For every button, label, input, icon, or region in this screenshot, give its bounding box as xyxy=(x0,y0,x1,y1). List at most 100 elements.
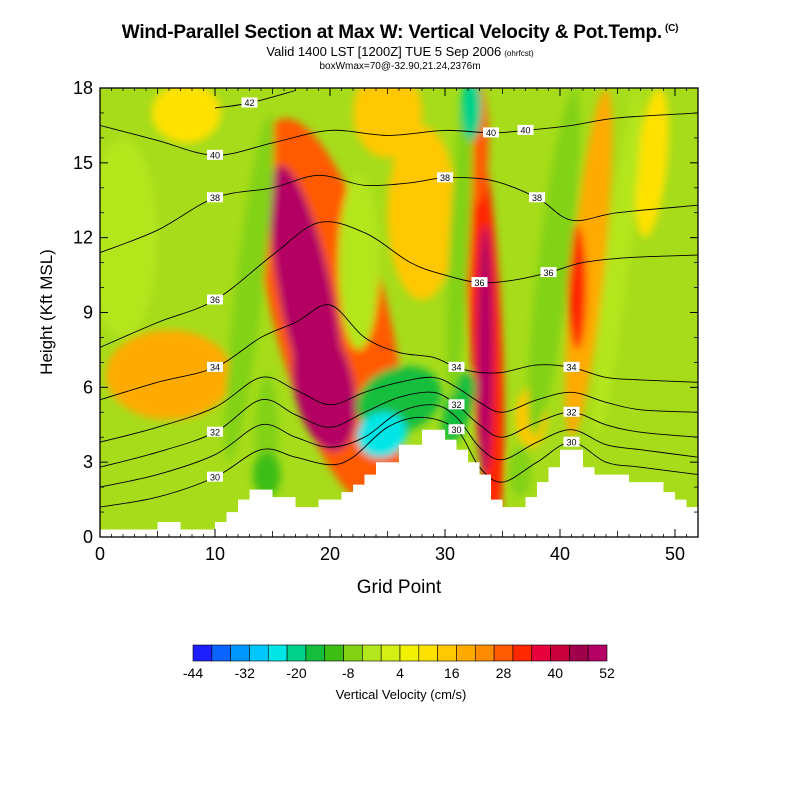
contour-label: 36 xyxy=(471,277,488,288)
velocity-field xyxy=(100,88,669,525)
colorbar-swatch xyxy=(305,644,326,662)
velocity-cell xyxy=(446,88,474,400)
chart-subtitle-valid: Valid 1400 LST [1200Z] TUE 5 Sep 2006 (oh… xyxy=(266,44,534,59)
theta-contour xyxy=(100,376,698,443)
contour-label-text: 42 xyxy=(244,98,254,108)
x-tick-label: 40 xyxy=(550,544,570,564)
colorbar-swatch xyxy=(286,644,307,662)
contour-label-bg xyxy=(448,399,465,410)
colorbar-swatch xyxy=(343,644,363,662)
theta-contour xyxy=(100,416,698,508)
contour-label-bg xyxy=(563,361,580,372)
contour-label: 34 xyxy=(448,361,465,373)
contour-label-text: 36 xyxy=(474,278,484,288)
velocity-cell xyxy=(224,114,275,461)
velocity-cell xyxy=(353,88,422,158)
colorbar-swatch xyxy=(493,644,514,662)
contour-label: 34 xyxy=(563,361,580,373)
theta-contours: 30 30 30 32 32 32 34 34 34 36 36 36 38 38 38 40 40 40 42 xyxy=(100,90,698,508)
contour-label: 36 xyxy=(540,267,557,278)
velocity-cell xyxy=(151,88,221,143)
velocity-cell xyxy=(528,89,581,436)
chart-title: Wind-Parallel Section at Max W: Vertical… xyxy=(121,22,679,43)
contour-label-text: 34 xyxy=(566,363,576,373)
velocity-cell xyxy=(105,329,233,420)
y-tick-label: 18 xyxy=(73,78,93,98)
contour-label-text: 32 xyxy=(210,427,220,437)
contour-label-text: 38 xyxy=(210,193,220,203)
contour-label-text: 34 xyxy=(451,363,461,373)
contour-label: 32 xyxy=(563,406,580,417)
contour-label-bg xyxy=(517,124,534,135)
velocity-cell xyxy=(338,175,380,350)
x-tick-label: 20 xyxy=(320,544,340,564)
y-tick-label: 9 xyxy=(83,303,93,323)
contour-label-bg xyxy=(471,277,488,288)
contour-label-text: 30 xyxy=(566,437,576,447)
velocity-cell xyxy=(100,137,158,338)
contour-label: 38 xyxy=(207,192,223,203)
y-tick-label: 15 xyxy=(73,153,93,173)
colorbar-label: Vertical Velocity (cm/s) xyxy=(336,687,467,702)
colorbar-swatch xyxy=(267,644,288,662)
y-tick-label: 3 xyxy=(83,452,93,472)
copyright-mark: (C) xyxy=(664,22,679,34)
contour-label-text: 34 xyxy=(210,363,220,373)
contour-label-text: 30 xyxy=(210,472,220,482)
contour-label-bg xyxy=(207,149,223,160)
contour-label: 38 xyxy=(437,172,453,183)
colorbar-tick-label: -44 xyxy=(183,665,203,681)
colorbar-swatch xyxy=(399,644,420,662)
x-axis-label: Grid Point xyxy=(357,577,442,598)
contour-label-text: 36 xyxy=(543,268,553,278)
velocity-cell xyxy=(477,225,494,475)
y-tick-label: 6 xyxy=(83,377,93,397)
velocity-cell xyxy=(461,88,482,141)
theta-contour xyxy=(100,304,698,401)
contour-label: 32 xyxy=(207,426,223,437)
plot-area: 30 30 30 32 32 32 34 34 34 36 36 36 38 38 38 40 40 40 42 xyxy=(100,88,698,537)
contour-label: 30 xyxy=(207,471,223,482)
contour-label-text: 32 xyxy=(451,400,461,410)
contour-label-bg xyxy=(448,424,465,435)
velocity-cell xyxy=(252,452,281,498)
colorbar-swatch xyxy=(192,644,213,662)
contour-label-bg xyxy=(448,361,465,372)
contour-label-bg xyxy=(529,192,545,203)
colorbar-swatch xyxy=(249,644,269,662)
y-tick-label: 12 xyxy=(73,228,93,248)
colorbar-tick-label: 4 xyxy=(396,665,404,681)
contour-label-text: 38 xyxy=(532,193,542,203)
contour-label: 42 xyxy=(241,97,258,108)
velocity-cell xyxy=(593,89,642,436)
contour-label-text: 40 xyxy=(486,128,496,138)
colorbar-swatch xyxy=(437,644,457,662)
x-tick-label: 0 xyxy=(95,544,105,564)
colorbar-swatch xyxy=(550,644,570,662)
colorbar-swatch xyxy=(418,644,438,662)
contour-label-bg xyxy=(540,267,557,278)
contour-label: 40 xyxy=(207,149,223,161)
colorbar-swatch xyxy=(211,644,231,662)
x-tick-label: 50 xyxy=(665,544,685,564)
colorbar-swatch xyxy=(230,644,250,662)
colorbar-tick-label: 16 xyxy=(444,665,460,681)
colorbar-tick-label: -32 xyxy=(235,665,255,681)
contour-label: 40 xyxy=(517,124,534,136)
y-tick-label: 0 xyxy=(83,527,93,547)
colorbar-tick-label: 28 xyxy=(496,665,512,681)
theta-contour xyxy=(100,404,698,488)
contour-label-bg xyxy=(483,127,499,138)
contour-label-text: 38 xyxy=(440,173,450,183)
contour-label-text: 32 xyxy=(566,407,576,417)
colorbar: -44 -32 -20 -8 4 16 28 40 52 xyxy=(183,644,615,681)
contour-label: 40 xyxy=(483,127,499,138)
velocity-cell xyxy=(387,125,457,301)
contour-label-text: 30 xyxy=(451,425,461,435)
colorbar-swatch xyxy=(474,644,495,662)
velocity-cell xyxy=(568,225,587,350)
colorbar-swatch xyxy=(587,644,608,662)
velocity-cell xyxy=(292,323,357,452)
colorbar-swatch xyxy=(362,644,382,662)
